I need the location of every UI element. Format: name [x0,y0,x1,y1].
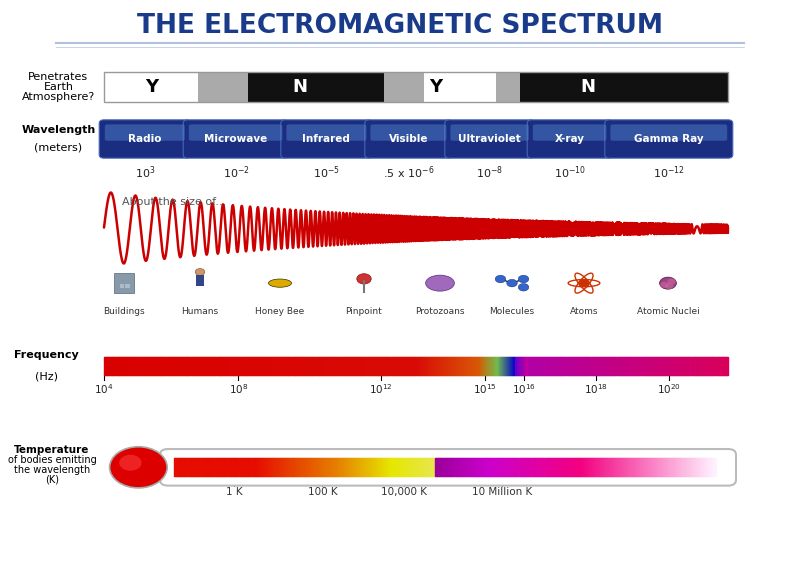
Circle shape [119,455,142,471]
Circle shape [660,282,669,288]
Text: 100 K: 100 K [307,487,338,497]
FancyBboxPatch shape [99,120,190,158]
FancyBboxPatch shape [605,120,733,158]
Ellipse shape [269,279,291,287]
Text: Atmosphere?: Atmosphere? [22,92,95,102]
Circle shape [495,275,506,283]
Text: Buildings: Buildings [103,307,145,316]
Text: Earth: Earth [43,82,74,92]
FancyBboxPatch shape [286,125,366,141]
Circle shape [110,447,167,488]
Text: of bodies emitting: of bodies emitting [8,455,96,466]
Text: Temperature: Temperature [14,445,90,455]
Ellipse shape [426,275,454,291]
Bar [120,284,124,288]
Text: Humans: Humans [182,307,218,316]
Circle shape [518,275,529,283]
Text: 10$^{-10}$: 10$^{-10}$ [554,164,586,181]
Bar [114,273,134,293]
Text: Frequency: Frequency [14,351,78,360]
Text: 10$^{-12}$: 10$^{-12}$ [653,164,685,181]
Text: Molecules: Molecules [490,307,534,316]
Text: (meters): (meters) [34,142,82,153]
Text: Infrared: Infrared [302,134,350,144]
Text: Penetrates: Penetrates [28,72,89,82]
Text: 1 K: 1 K [226,487,242,497]
Circle shape [578,279,590,287]
Text: N: N [293,78,307,96]
Text: Y: Y [430,78,442,96]
Text: Wavelength: Wavelength [22,125,95,136]
Text: Microwave: Microwave [204,134,267,144]
Text: 10$^{-5}$: 10$^{-5}$ [313,164,340,181]
Text: About the size of...: About the size of... [122,197,226,208]
Text: 10,000 K: 10,000 K [381,487,427,497]
Bar [424,72,496,102]
Text: 10$^{15}$: 10$^{15}$ [473,382,497,396]
Text: 10$^{12}$: 10$^{12}$ [369,382,393,396]
Text: (K): (K) [45,475,59,485]
Bar [384,72,424,102]
Text: 10$^{16}$: 10$^{16}$ [512,382,536,396]
Text: 10 Million K: 10 Million K [472,487,533,497]
Text: N: N [581,78,595,96]
Text: Radio: Radio [128,134,162,144]
FancyBboxPatch shape [370,125,446,141]
Ellipse shape [659,277,677,289]
Text: Gamma Ray: Gamma Ray [634,134,704,144]
Bar [126,284,130,288]
Text: THE ELECTROMAGNETIC SPECTRUM: THE ELECTROMAGNETIC SPECTRUM [137,13,663,39]
Text: the wavelength: the wavelength [14,465,90,475]
Text: (Hz): (Hz) [35,372,58,382]
Circle shape [357,274,371,284]
Text: 10$^{-8}$: 10$^{-8}$ [476,164,503,181]
Bar [197,275,204,285]
Text: Pinpoint: Pinpoint [346,307,382,316]
Bar [198,72,248,102]
FancyBboxPatch shape [527,120,612,158]
FancyBboxPatch shape [533,125,606,141]
Circle shape [195,269,205,276]
Circle shape [665,283,674,289]
FancyBboxPatch shape [105,125,185,141]
FancyBboxPatch shape [189,125,282,141]
Circle shape [667,279,676,284]
Text: Protozoans: Protozoans [415,307,465,316]
FancyBboxPatch shape [610,125,727,141]
Text: 10$^3$: 10$^3$ [134,164,155,181]
Text: 10$^{20}$: 10$^{20}$ [657,382,681,396]
FancyBboxPatch shape [183,120,288,158]
Text: 10$^{18}$: 10$^{18}$ [584,382,608,396]
Text: 10$^8$: 10$^8$ [229,382,248,396]
Bar [248,72,384,102]
FancyBboxPatch shape [365,120,452,158]
FancyBboxPatch shape [160,449,736,486]
Text: 10$^{-2}$: 10$^{-2}$ [222,164,250,181]
Bar [104,72,728,102]
FancyBboxPatch shape [445,120,534,158]
Bar [104,72,198,102]
Bar [520,72,728,102]
Text: Atomic Nuclei: Atomic Nuclei [637,307,699,316]
Text: Visible: Visible [389,134,428,144]
Circle shape [506,279,518,287]
Bar [496,72,520,102]
Text: X-ray: X-ray [554,134,585,144]
FancyBboxPatch shape [281,120,372,158]
Text: Y: Y [145,78,158,96]
Circle shape [518,284,529,291]
FancyBboxPatch shape [450,125,529,141]
Text: .5 x 10$^{-6}$: .5 x 10$^{-6}$ [383,164,434,181]
Text: 10$^4$: 10$^4$ [94,382,114,396]
Text: Honey Bee: Honey Bee [255,307,305,316]
Text: Ultraviolet: Ultraviolet [458,134,521,144]
Text: Atoms: Atoms [570,307,598,316]
